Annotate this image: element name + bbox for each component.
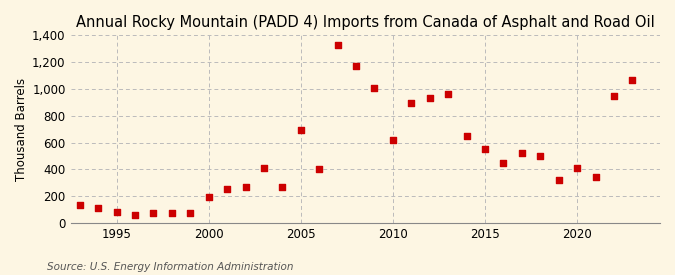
Point: [167, 211, 178, 215]
Point: [185, 211, 196, 215]
Point: [92, 206, 103, 210]
Point: [480, 147, 491, 152]
Text: Source: U.S. Energy Information Administration: Source: U.S. Energy Information Administ…: [47, 262, 294, 272]
Point: [203, 195, 214, 200]
Point: [609, 94, 620, 98]
Point: [443, 92, 454, 97]
Point: [406, 101, 416, 105]
Point: [516, 150, 527, 155]
Point: [572, 166, 583, 170]
Point: [74, 203, 85, 208]
Point: [425, 96, 435, 100]
Point: [221, 186, 232, 191]
Point: [296, 128, 306, 132]
Point: [369, 85, 380, 90]
Point: [259, 166, 269, 170]
Point: [627, 78, 638, 82]
Y-axis label: Thousand Barrels: Thousand Barrels: [15, 78, 28, 181]
Point: [240, 185, 251, 189]
Point: [332, 43, 343, 47]
Point: [148, 211, 159, 215]
Point: [387, 138, 398, 142]
Point: [590, 175, 601, 180]
Point: [314, 167, 325, 172]
Point: [277, 185, 288, 189]
Point: [498, 161, 509, 166]
Title: Annual Rocky Mountain (PADD 4) Imports from Canada of Asphalt and Road Oil: Annual Rocky Mountain (PADD 4) Imports f…: [76, 15, 655, 30]
Point: [111, 209, 122, 214]
Point: [461, 134, 472, 138]
Point: [535, 154, 545, 158]
Point: [350, 64, 361, 68]
Point: [130, 213, 140, 217]
Point: [554, 178, 564, 182]
